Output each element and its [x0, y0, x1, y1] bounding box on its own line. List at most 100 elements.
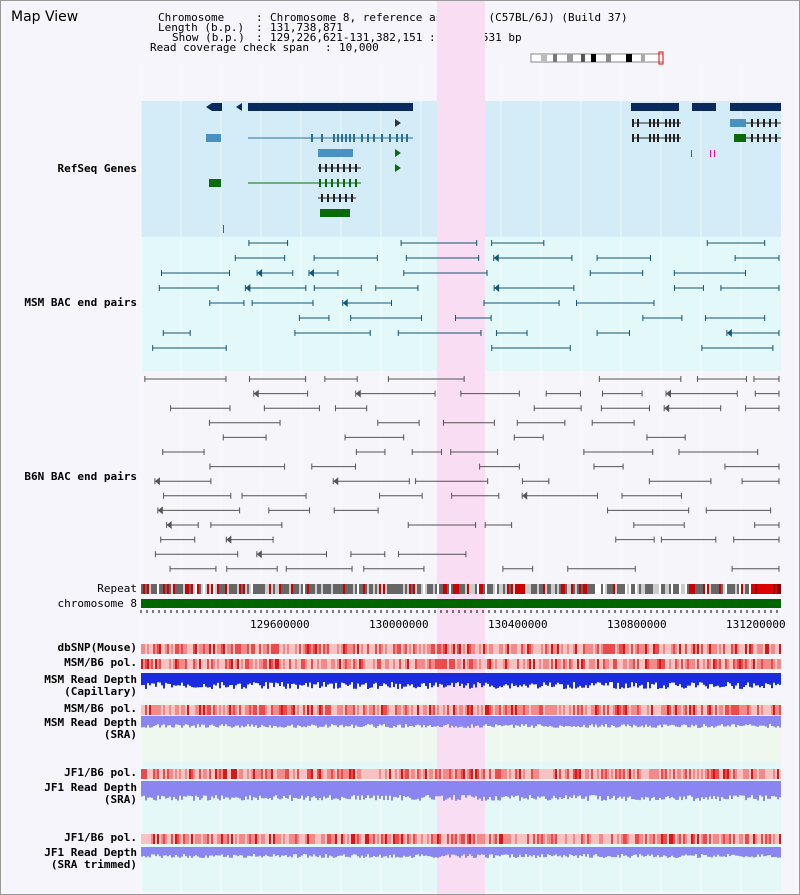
heat-cell: [501, 769, 503, 779]
heat-cell: [599, 644, 601, 654]
depth-bar: [249, 781, 251, 796]
depth-bar: [553, 716, 555, 728]
heat-cell: [631, 834, 633, 844]
depth-bar: [487, 716, 489, 726]
depth-bar: [429, 781, 431, 798]
heat-cell: [569, 834, 571, 844]
repeat-block: [447, 584, 449, 594]
b6n-bac-track[interactable]: [144, 376, 780, 572]
heat-cell: [205, 834, 207, 844]
depth-bar: [343, 781, 345, 798]
heat-cell: [383, 705, 385, 715]
msm-depth-capillary-label-1[interactable]: MSM Read Depth: [44, 673, 137, 686]
jf1-depth-sra-label-1[interactable]: JF1 Read Depth: [44, 781, 137, 794]
depth-bar: [527, 673, 529, 688]
heat-cell: [601, 659, 603, 669]
heat-cell: [621, 834, 623, 844]
depth-bar: [777, 847, 779, 858]
heat-cell: [769, 659, 771, 669]
depth-bar: [227, 781, 229, 798]
chromosome-ideogram[interactable]: [530, 51, 664, 65]
depth-bar: [141, 716, 143, 728]
depth-bar: [773, 673, 775, 683]
depth-bar: [665, 716, 667, 725]
heat-cell: [497, 659, 499, 669]
heat-cell: [213, 705, 215, 715]
ideogram-band: [541, 54, 547, 62]
refseq-gene-track[interactable]: [206, 103, 781, 233]
heat-cell: [495, 659, 497, 669]
read-depth-tracks[interactable]: [141, 673, 781, 858]
heat-cell: [653, 705, 655, 715]
depth-bar: [539, 847, 541, 858]
gene-exon: [349, 134, 351, 142]
depth-bar: [733, 716, 735, 725]
jf1-depth-trim-label-2[interactable]: (SRA trimmed): [50, 858, 137, 871]
jf1-b6-pol-label-1[interactable]: JF1/B6 pol.: [64, 766, 137, 779]
heat-cell: [637, 705, 639, 715]
msm-bac-label[interactable]: MSM BAC end pairs: [24, 296, 137, 309]
heat-cell: [705, 705, 707, 715]
heat-cell: [765, 769, 767, 779]
msm-bac-track[interactable]: [152, 240, 780, 351]
depth-bar: [405, 847, 407, 857]
b6n-bac-label[interactable]: B6N BAC end pairs: [24, 470, 137, 483]
depth-bar: [395, 781, 397, 797]
depth-bar: [299, 673, 301, 685]
heat-cell: [159, 834, 161, 844]
heat-cell: [483, 659, 485, 669]
depth-bar: [593, 781, 595, 796]
repeat-block: [637, 584, 639, 594]
heat-cell: [153, 644, 155, 654]
heat-cell: [255, 834, 257, 844]
heat-cell: [163, 705, 165, 715]
polymorphism-heat-tracks[interactable]: [141, 644, 781, 844]
repeat-block: [597, 584, 599, 594]
heat-cell: [307, 705, 309, 715]
jf1-b6-pol-label-2[interactable]: JF1/B6 pol.: [64, 831, 137, 844]
dbsnp-label[interactable]: dbSNP(Mouse): [57, 641, 137, 654]
msm-depth-sra-label-1[interactable]: MSM Read Depth: [44, 716, 137, 729]
heat-cell: [375, 834, 377, 844]
msm-b6-pol-label-2[interactable]: MSM/B6 pol.: [64, 702, 137, 715]
heat-cell: [229, 769, 231, 779]
jf1-depth-trim-label-1[interactable]: JF1 Read Depth: [44, 846, 137, 859]
msm-b6-pol-label[interactable]: MSM/B6 pol.: [64, 656, 137, 669]
heat-cell: [559, 705, 561, 715]
heat-cell: [755, 769, 757, 779]
depth-bar: [179, 781, 181, 796]
heat-cell: [645, 769, 647, 779]
depth-bar: [763, 781, 765, 801]
depth-bar: [393, 716, 395, 727]
heat-cell: [193, 659, 195, 669]
heat-cell: [707, 659, 709, 669]
depth-bar: [767, 847, 769, 856]
heat-cell: [195, 644, 197, 654]
msm-depth-capillary-label-2[interactable]: (Capillary): [64, 685, 137, 698]
heat-cell: [479, 705, 481, 715]
gene-exon: [337, 134, 339, 142]
heat-cell: [681, 769, 683, 779]
repeat-block: [435, 584, 437, 594]
heat-cell: [481, 644, 483, 654]
heat-cell: [493, 659, 495, 669]
heat-cell: [653, 644, 655, 654]
heat-cell: [667, 705, 669, 715]
msm-depth-sra-label-2[interactable]: (SRA): [103, 728, 137, 741]
depth-bar: [693, 781, 695, 801]
heat-cell: [411, 834, 413, 844]
refseq-label[interactable]: RefSeq Genes: [57, 162, 137, 175]
depth-bar: [145, 673, 147, 689]
heat-cell: [497, 705, 499, 715]
jf1-depth-sra-label-2[interactable]: (SRA): [103, 793, 137, 806]
heat-cell: [287, 769, 289, 779]
depth-bar: [511, 847, 513, 855]
heat-cell: [261, 834, 263, 844]
heat-cell: [597, 769, 599, 779]
heat-cell: [247, 644, 249, 654]
heat-cell: [413, 769, 415, 779]
depth-bar: [331, 781, 333, 800]
heat-cell: [223, 705, 225, 715]
repeat-track[interactable]: [141, 584, 781, 594]
